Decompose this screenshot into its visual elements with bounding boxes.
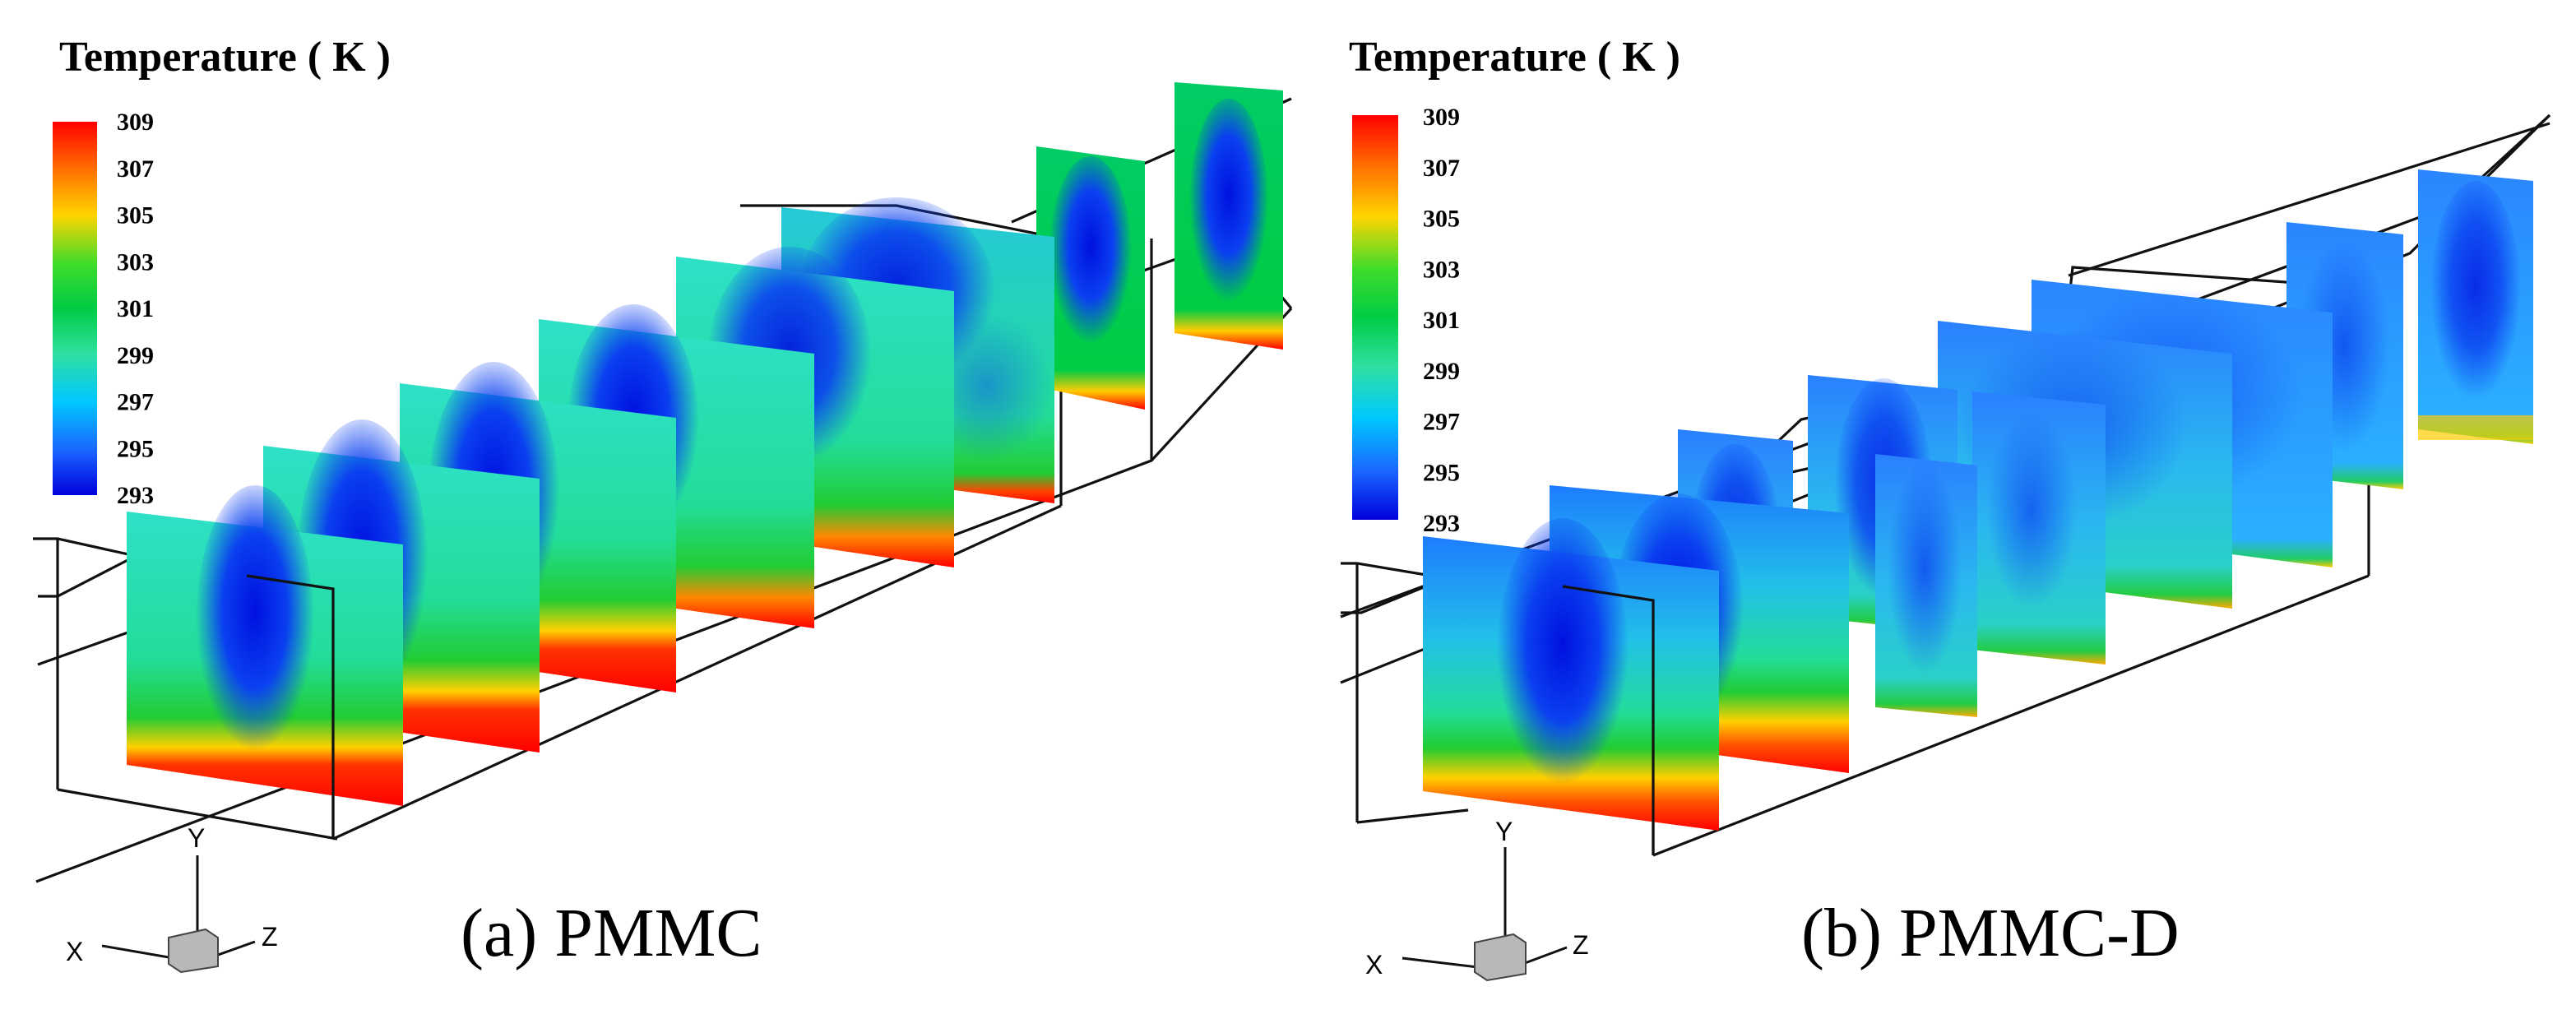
- panel-caption: (a) PMMC: [461, 895, 762, 971]
- frame-front: [246, 574, 335, 839]
- axis-x-label: X: [1365, 950, 1383, 980]
- colorbar-tick-label: 299: [1423, 358, 1460, 385]
- frame-front: [1562, 585, 1655, 855]
- colorbar: [1352, 115, 1398, 520]
- colorbar-tick-label: 301: [1423, 307, 1460, 334]
- colorbar-tick-label: 293: [1423, 510, 1460, 537]
- axis-y-label: Y: [188, 823, 205, 853]
- axis-x-label: X: [66, 937, 83, 966]
- axis-z-label: Z: [1573, 930, 1589, 960]
- colorbar-tick-label: 301: [117, 295, 154, 322]
- colorbar: [53, 122, 97, 495]
- colorbar-tick-label: 297: [1423, 409, 1460, 436]
- colorbar-ticks: 309 307 305 303 301 299 297 295 293: [117, 109, 154, 509]
- axis-triad: Y X Z: [1365, 817, 1589, 982]
- slice-b-2c: [1875, 454, 1977, 717]
- axis-triad: Y X Z: [66, 823, 278, 974]
- slice-b-4: [1972, 391, 2106, 665]
- legend-title: Temperature ( K ): [1349, 34, 1680, 81]
- panel-a: Temperature ( K ) 309 307 305 303 301 299 297 2…: [33, 34, 1293, 974]
- colorbar-tick-label: 297: [117, 389, 154, 416]
- slice-a-7: [1036, 146, 1145, 410]
- colorbar-ticks: 309 307 305 303 301 299 297 295 293: [1423, 104, 1460, 537]
- legend-title: Temperature ( K ): [59, 34, 391, 81]
- axis-y-label: Y: [1495, 817, 1513, 846]
- colorbar-tick-label: 309: [117, 109, 154, 136]
- colorbar-tick-label: 293: [117, 482, 154, 509]
- colorbar-tick-label: 307: [1423, 155, 1460, 182]
- slice-b-1: [1423, 518, 1719, 831]
- panel-caption: (b) PMMC-D: [1801, 895, 2180, 971]
- colorbar-tick-label: 295: [1423, 459, 1460, 486]
- slice-b-8: [2418, 169, 2533, 444]
- colorbar-tick-label: 295: [117, 435, 154, 462]
- panel-b: Temperature ( K ) 309 307 305 303 301 299 297 2…: [1340, 34, 2551, 982]
- slice-a-8: [1174, 82, 1283, 350]
- colorbar-tick-label: 307: [117, 155, 154, 183]
- colorbar-tick-label: 303: [1423, 256, 1460, 283]
- colorbar-tick-label: 303: [117, 248, 154, 276]
- colorbar-tick-label: 299: [117, 342, 154, 369]
- colorbar-tick-label: 305: [117, 202, 154, 229]
- axis-z-label: Z: [262, 922, 278, 952]
- colorbar-tick-label: 309: [1423, 104, 1460, 131]
- colorbar-tick-label: 305: [1423, 206, 1460, 233]
